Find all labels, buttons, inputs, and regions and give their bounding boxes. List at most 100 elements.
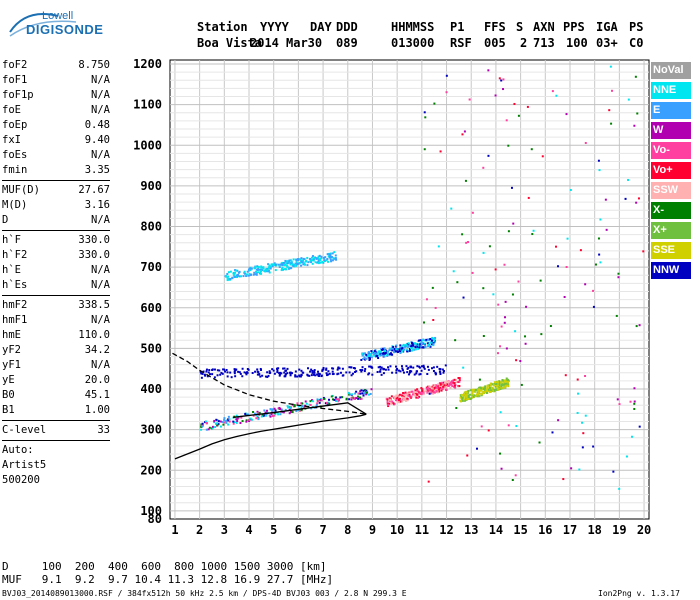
echo-point — [453, 382, 456, 385]
echo-point — [321, 369, 324, 372]
echo-point — [474, 395, 477, 398]
parameter-panel: foF2 8.750 foF1 N/A foF1p N/A foE N/A foEp 0.48 fx… — [2, 58, 110, 488]
echo-point — [414, 389, 417, 392]
param-name: foF1p — [2, 89, 34, 101]
logo-swoosh-icon — [9, 13, 77, 37]
echo-point — [422, 366, 425, 369]
echo-point — [311, 399, 314, 402]
noise-point — [539, 279, 542, 282]
echo-point — [430, 341, 433, 344]
echo-point — [336, 397, 339, 400]
echo-point — [327, 255, 330, 258]
muf-row: MUF 9.1 9.2 9.7 10.4 11.3 12.8 16.9 27.7… — [2, 573, 334, 586]
echo-point — [410, 395, 413, 398]
echo-point — [260, 272, 263, 275]
echo-point — [204, 420, 207, 423]
echo-point — [485, 392, 488, 395]
echo-point — [444, 387, 447, 390]
echo-point — [331, 370, 334, 373]
echo-point — [235, 414, 238, 417]
echo-point — [216, 369, 219, 372]
noise-point — [487, 429, 490, 432]
echo-point — [276, 371, 279, 374]
echo-point — [255, 273, 258, 276]
echo-point — [422, 339, 425, 342]
echo-point — [480, 387, 483, 390]
echo-point — [279, 263, 282, 266]
echo-point — [331, 252, 334, 255]
echo-point — [450, 383, 453, 386]
echo-point — [305, 402, 308, 405]
echo-point — [459, 396, 462, 399]
echo-point — [295, 410, 298, 413]
noise-point — [531, 233, 534, 236]
echo-point — [299, 258, 302, 261]
echo-point — [218, 369, 221, 372]
echo-point — [427, 345, 430, 348]
echo-point — [387, 353, 390, 356]
noise-point — [502, 88, 505, 91]
noise-point — [515, 425, 518, 428]
echo-point — [226, 273, 229, 276]
noise-point — [565, 266, 568, 269]
echo-point — [425, 338, 428, 341]
noise-point — [500, 467, 503, 470]
echo-point — [432, 387, 435, 390]
echo-point — [266, 269, 269, 272]
param-value: 110.0 — [78, 329, 110, 341]
noise-point — [642, 250, 645, 253]
echo-point — [237, 370, 240, 373]
param-value: 45.1 — [84, 389, 110, 401]
header-row1-cell: IGA — [596, 20, 618, 34]
noise-point — [584, 141, 587, 144]
echo-point — [341, 367, 344, 370]
echo-point — [419, 342, 422, 345]
echo-point — [315, 257, 318, 260]
echo-point — [257, 271, 260, 274]
echo-point — [347, 391, 350, 394]
param-value: 33 — [97, 424, 110, 436]
param-name: hmF2 — [2, 299, 28, 311]
echo-point — [348, 398, 351, 401]
echo-point — [318, 401, 321, 404]
echo-point — [439, 373, 442, 376]
echo-point — [423, 390, 426, 393]
echo-point — [227, 423, 230, 426]
echo-point — [301, 261, 304, 264]
noise-point — [461, 133, 464, 136]
echo-point — [263, 414, 266, 417]
noise-point — [468, 98, 471, 101]
echo-point — [484, 385, 487, 388]
echo-point — [465, 392, 468, 395]
echo-point — [408, 392, 411, 395]
noise-point — [433, 102, 436, 105]
echo-point — [402, 395, 405, 398]
echo-point — [232, 422, 235, 425]
noise-point — [565, 113, 568, 116]
echo-point — [300, 257, 303, 260]
echo-point — [219, 373, 222, 376]
echo-point — [256, 265, 259, 268]
echo-point — [383, 349, 386, 352]
footer-file-info: BVJ03_2014089013000.RSF / 384fx512h 50 k… — [2, 589, 407, 598]
header-row2-cell: 2 — [520, 36, 528, 50]
echo-point — [279, 413, 282, 416]
echo-point — [206, 375, 209, 378]
echo-point — [410, 345, 413, 348]
echo-point — [463, 399, 466, 402]
echo-point — [435, 388, 438, 391]
noise-point — [634, 75, 637, 78]
echo-point — [500, 387, 503, 390]
echo-point — [334, 396, 337, 399]
noise-point — [597, 159, 600, 162]
echo-point — [211, 369, 214, 372]
echo-point — [415, 347, 418, 350]
echo-point — [401, 367, 404, 370]
param-row: B0 45.1 — [2, 388, 110, 403]
noise-point — [592, 445, 595, 448]
echo-point — [353, 397, 356, 400]
noise-point — [563, 295, 566, 298]
echo-point — [437, 388, 440, 391]
echo-point — [334, 257, 337, 260]
param-row: hmF1 N/A — [2, 313, 110, 328]
